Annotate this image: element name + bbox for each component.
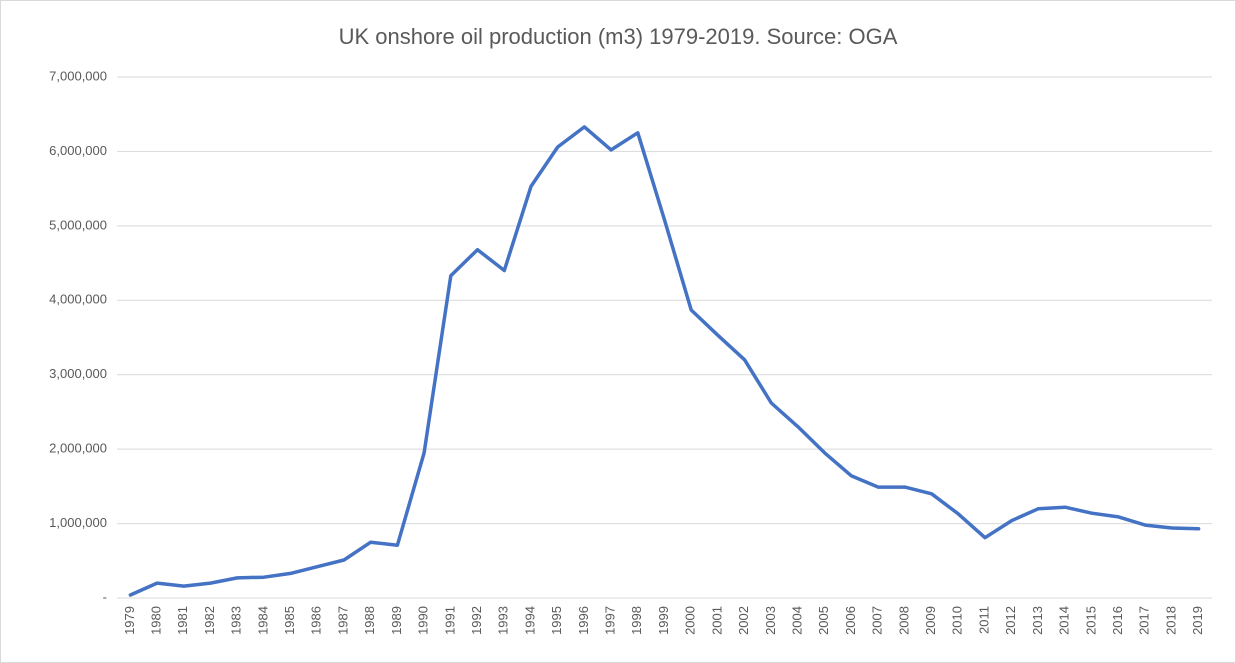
x-tick-label: 2002 [736,606,751,635]
x-tick-label: 2016 [1110,606,1125,635]
x-tick-label: 2013 [1030,606,1045,635]
x-tick-label: 1980 [148,606,163,635]
data-line [128,125,1201,597]
x-tick-label: 1988 [362,606,377,635]
x-tick-label: 2000 [683,606,698,635]
x-tick-label: 1987 [335,606,350,635]
x-tick-label: 2006 [843,606,858,635]
y-tick-label: 7,000,000 [49,68,107,83]
x-tick-label: 1998 [629,606,644,635]
x-tick-label: 1983 [229,606,244,635]
x-tick-label: 2018 [1163,606,1178,635]
x-tick-label: 1981 [175,606,190,635]
x-tick-label: 1984 [255,606,270,635]
x-tick-label: 2019 [1190,606,1205,635]
y-tick-label: 2,000,000 [49,441,107,456]
x-tick-label: 1994 [522,606,537,635]
x-tick-label: 1993 [496,606,511,635]
x-tick-label: 1990 [416,606,431,635]
x-tick-label: 2001 [709,606,724,635]
chart-title: UK onshore oil production (m3) 1979-2019… [339,24,898,49]
y-tick-label: 5,000,000 [49,217,107,232]
x-tick-label: 2017 [1137,606,1152,635]
x-tick-label: 1997 [603,606,618,635]
x-tick-label: 2004 [789,606,804,635]
y-tick-label: 1,000,000 [49,515,107,530]
x-tick-label: 2009 [923,606,938,635]
x-tick-label: 1992 [469,606,484,635]
x-tick-label: 1986 [309,606,324,635]
x-tick-label: 1991 [442,606,457,635]
x-tick-label: 2008 [896,606,911,635]
y-tick-label: 3,000,000 [49,366,107,381]
y-tick-label: 4,000,000 [49,292,107,307]
x-tick-label: 2010 [950,606,965,635]
x-tick-label: 1982 [202,606,217,635]
x-tick-label: 2005 [816,606,831,635]
x-tick-label: 2014 [1057,606,1072,635]
y-tick-label: 6,000,000 [49,143,107,158]
x-tick-label: 2011 [976,606,991,634]
x-tick-label: 1995 [549,606,564,635]
x-tick-label: 1996 [576,606,591,635]
x-tick-label: 2015 [1083,606,1098,635]
x-tick-label: 1985 [282,606,297,635]
x-tick-label: 1999 [656,606,671,635]
x-tick-label: 2012 [1003,606,1018,635]
y-tick-label: - [103,589,107,604]
x-tick-label: 1979 [122,606,137,635]
x-tick-label: 2007 [870,606,885,635]
x-tick-label: 2003 [763,606,778,635]
x-tick-label: 1989 [389,606,404,635]
